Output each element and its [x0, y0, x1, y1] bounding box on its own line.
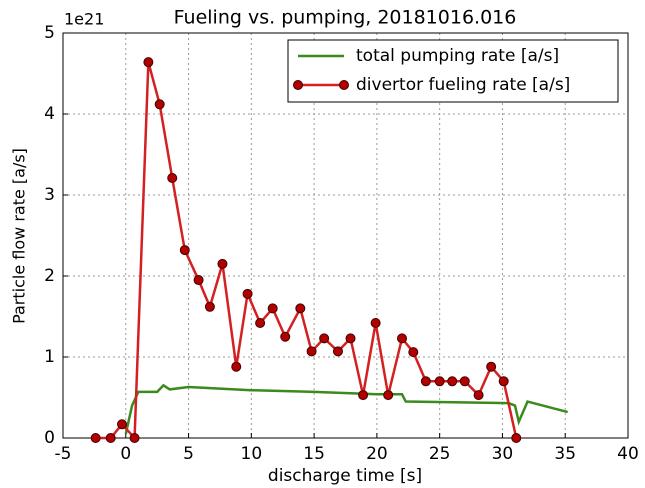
data-point	[358, 390, 369, 401]
offset-label: 1e21	[64, 10, 104, 29]
data-point	[397, 333, 407, 344]
data-point	[105, 433, 116, 443]
data-point	[498, 376, 509, 387]
data-point	[129, 433, 140, 443]
x-tick-label: 40	[617, 444, 639, 464]
data-point	[420, 376, 431, 387]
data-point	[204, 301, 215, 312]
data-point	[345, 333, 356, 344]
chart-title: Fueling vs. pumping, 20181016.016	[174, 7, 517, 29]
plot-frame	[62, 32, 629, 439]
y-tick-label: 2	[44, 266, 55, 286]
x-tick-label: 35	[554, 444, 576, 464]
x-tick-label: -5	[55, 444, 72, 464]
data-point	[267, 303, 278, 314]
x-tick-label: 20	[366, 444, 388, 464]
data-point	[179, 245, 190, 256]
x-tick-label: 30	[492, 444, 514, 464]
data-point	[473, 390, 484, 401]
x-tick-label: 5	[183, 444, 194, 464]
x-tick-label: 10	[241, 444, 263, 464]
data-point	[459, 376, 470, 387]
y-tick-label: 3	[44, 185, 55, 205]
data-point	[231, 361, 242, 372]
data-point	[167, 172, 178, 183]
legend-label: divertor fueling rate [a/s]	[356, 75, 570, 95]
series-line	[95, 61, 518, 442]
x-tick-label: 15	[303, 444, 325, 464]
data-point	[193, 275, 204, 286]
y-tick-label: 0	[44, 428, 55, 448]
x-axis-title: discharge time [s]	[268, 466, 422, 486]
data-point	[511, 433, 522, 443]
data-point	[486, 361, 497, 372]
data-point	[319, 333, 330, 344]
data-point	[295, 303, 306, 314]
y-tick-label: 4	[44, 104, 55, 124]
data-point	[434, 376, 445, 387]
data-point	[447, 376, 458, 387]
legend-label: total pumping rate [a/s]	[356, 46, 559, 66]
data-point	[255, 317, 266, 328]
legend-box	[287, 39, 619, 103]
legend-marker	[293, 80, 303, 90]
data-point	[306, 346, 317, 357]
data-point	[280, 331, 291, 342]
data-point	[408, 347, 419, 358]
x-tick-label: 0	[120, 444, 131, 464]
y-axis-title: Particle flow rate [a/s]	[10, 148, 29, 324]
x-tick-label: 25	[429, 444, 451, 464]
data-point	[242, 288, 253, 299]
data-point	[143, 57, 154, 68]
data-point	[154, 99, 165, 110]
data-point	[383, 390, 394, 401]
data-point	[370, 317, 381, 328]
data-point	[117, 419, 128, 430]
y-tick-label: 1	[44, 347, 55, 367]
legend-marker	[339, 80, 349, 90]
data-point	[90, 433, 101, 443]
data-point	[217, 258, 228, 269]
y-tick-label: 5	[44, 23, 55, 43]
series-line	[124, 383, 569, 435]
data-point	[332, 346, 343, 357]
